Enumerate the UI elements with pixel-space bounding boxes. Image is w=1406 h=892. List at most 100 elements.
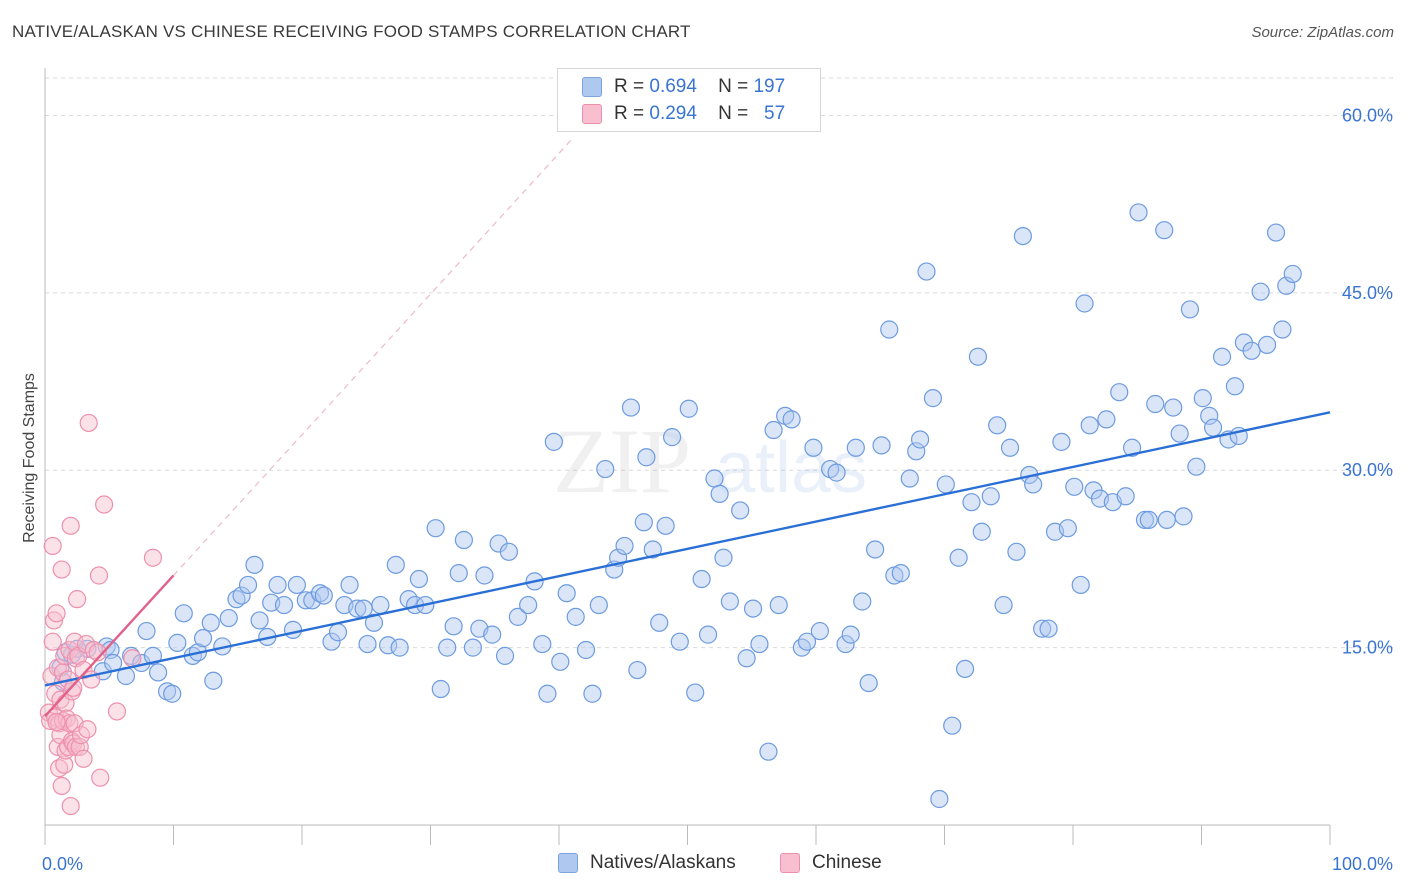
natives-point xyxy=(1180,300,1200,319)
natives-point xyxy=(364,613,384,632)
natives-points xyxy=(51,203,1302,809)
natives-point xyxy=(328,623,348,642)
natives-point xyxy=(1251,282,1270,301)
natives-point xyxy=(692,569,711,589)
natives-point xyxy=(245,555,264,574)
chinese-point xyxy=(143,548,163,567)
natives-point xyxy=(250,611,269,630)
natives-point xyxy=(1075,294,1094,313)
natives-point xyxy=(1033,619,1052,638)
bottom-legend-swatch-natives xyxy=(558,853,578,873)
natives-point xyxy=(1187,457,1206,476)
natives-point xyxy=(1000,438,1020,457)
natives-point xyxy=(866,540,885,559)
chinese-points xyxy=(39,413,163,816)
natives-point xyxy=(930,789,949,809)
natives-point xyxy=(1058,519,1077,538)
natives-point xyxy=(1283,264,1302,284)
chinese-point xyxy=(44,611,64,630)
natives-point xyxy=(1200,406,1219,425)
natives-point xyxy=(1257,335,1277,354)
natives-point xyxy=(1139,510,1158,530)
natives-point xyxy=(769,595,788,615)
natives-point xyxy=(720,592,740,611)
natives-point xyxy=(168,633,187,652)
bottom-legend-natives[interactable]: Natives/Alaskans xyxy=(558,852,736,874)
natives-point xyxy=(1242,341,1261,360)
y-tick-label: 60.0% xyxy=(1342,105,1393,125)
natives-point xyxy=(804,438,823,457)
natives-point xyxy=(386,555,405,574)
natives-point xyxy=(519,595,538,615)
natives-point xyxy=(449,564,468,583)
natives-point xyxy=(1052,432,1071,451)
natives-point xyxy=(1174,507,1193,526)
axes xyxy=(44,68,1331,845)
natives-point xyxy=(143,646,163,665)
chinese-point xyxy=(107,702,127,721)
natives-point xyxy=(1157,510,1176,530)
chinese-point xyxy=(61,796,80,816)
natives-point xyxy=(705,469,724,488)
natives-point xyxy=(923,389,943,408)
natives-point xyxy=(583,684,602,703)
natives-point xyxy=(287,575,306,595)
natives-point xyxy=(656,516,675,535)
natives-point xyxy=(764,420,783,440)
y-tick-label: 15.0% xyxy=(1342,638,1393,658)
natives-point xyxy=(1024,475,1043,494)
natives-point xyxy=(949,548,968,567)
natives-point xyxy=(1277,276,1296,295)
chinese-point xyxy=(55,755,74,774)
natives-point xyxy=(628,660,647,680)
natives-point xyxy=(354,599,373,618)
natives-point xyxy=(1212,347,1232,366)
natives-point xyxy=(782,410,801,429)
natives-point xyxy=(650,613,669,632)
natives-point xyxy=(810,621,829,641)
natives-point xyxy=(615,536,634,556)
natives-point xyxy=(714,548,733,567)
natives-point xyxy=(483,625,502,644)
natives-point xyxy=(643,540,662,559)
chinese-point xyxy=(79,413,98,433)
natives-point xyxy=(463,638,483,657)
natives-point xyxy=(1071,575,1090,595)
natives-point xyxy=(409,569,429,589)
natives-point xyxy=(454,530,474,550)
natives-point xyxy=(891,564,910,583)
natives-point xyxy=(943,716,962,735)
natives-point xyxy=(1080,416,1099,435)
natives-point xyxy=(955,659,975,679)
x-tick-label: 0.0% xyxy=(42,854,83,874)
natives-point xyxy=(910,430,930,449)
natives-point xyxy=(846,438,865,457)
chinese-point xyxy=(74,660,93,680)
natives-point xyxy=(495,646,515,665)
chinese-trend-line xyxy=(44,574,175,718)
natives-point xyxy=(859,673,878,693)
natives-point xyxy=(551,652,570,671)
legend-n-value: 57 xyxy=(764,103,786,124)
natives-point xyxy=(538,684,557,703)
natives-point xyxy=(907,442,926,461)
natives-point xyxy=(1110,383,1129,402)
chinese-point xyxy=(60,714,79,733)
chinese-point xyxy=(47,604,66,623)
y-tick-label: 45.0% xyxy=(1342,283,1393,303)
natives-point xyxy=(204,671,223,690)
natives-point xyxy=(444,617,463,636)
natives-point xyxy=(1129,203,1148,222)
natives-point xyxy=(508,607,527,626)
natives-point xyxy=(737,649,756,668)
natives-point xyxy=(1266,223,1286,242)
chinese-point xyxy=(52,560,71,579)
chinese-point xyxy=(88,643,107,662)
natives-point xyxy=(968,347,988,366)
chinese-point xyxy=(68,590,87,609)
bottom-legend-chinese[interactable]: Chinese xyxy=(780,852,882,874)
natives-point xyxy=(1155,221,1174,240)
natives-point xyxy=(358,634,377,654)
natives-point xyxy=(340,575,359,595)
natives-point xyxy=(1273,320,1292,339)
